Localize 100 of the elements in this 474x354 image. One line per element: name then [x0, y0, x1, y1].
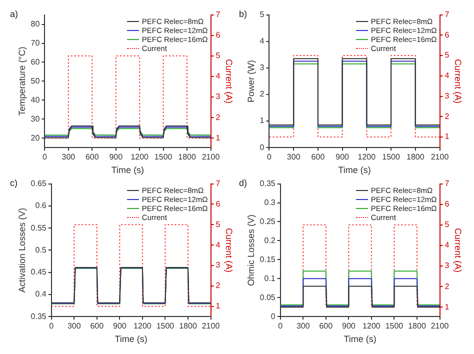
y-tick-label: 0	[270, 312, 276, 321]
y-tick-label: 0.4	[35, 290, 47, 299]
y2-tick-label: 5	[216, 220, 221, 229]
x-tick-label: 1800	[179, 322, 198, 331]
y-tick-label: 2	[260, 90, 265, 99]
x-axis-title: Time (s)	[111, 165, 144, 176]
x-tick-label: 2100	[430, 322, 450, 331]
y-tick-label: 0.3	[264, 198, 276, 207]
y-tick-label: 0.1	[264, 274, 276, 283]
x-tick-label: 900	[112, 322, 127, 331]
y-tick-label: 0.35	[30, 312, 47, 321]
x-tick-label: 1500	[156, 322, 175, 331]
y-tick-label: 20	[30, 133, 40, 142]
text: a)	[10, 8, 18, 19]
y-axis-title: Ohmic Losses (V)	[246, 214, 256, 286]
y-axis-title: Activation Losses (V)	[16, 208, 27, 292]
x-tick-label: 1500	[385, 322, 404, 331]
y-tick-label: 1	[260, 116, 265, 126]
x-tick-label: 0	[278, 322, 284, 331]
x-axis-title: Time (s)	[344, 334, 376, 344]
y-tick-label: 0.25	[260, 216, 276, 226]
x-tick-label: 600	[85, 152, 100, 162]
y-tick-label: 4	[260, 36, 265, 46]
x-tick-label: 1200	[130, 152, 150, 162]
y-tick-label: 0.15	[260, 254, 276, 264]
x-tick-label: 900	[336, 152, 350, 162]
y-tick-label: 60	[30, 57, 40, 66]
y2-tick-label: 5	[444, 50, 450, 60]
y2-tick-label: 1	[444, 302, 450, 312]
y2-axis-title: Current (A)	[453, 228, 464, 272]
x-tick-label: 1500	[382, 152, 400, 162]
x-axis-title: Time (s)	[114, 334, 148, 344]
y2-tick-label: 5	[216, 51, 221, 60]
y-axis-title: Power (W)	[246, 60, 256, 102]
x-tick-label: 300	[296, 322, 310, 331]
y-tick-label: 80	[30, 19, 40, 28]
x-tick-label: 300	[67, 322, 82, 331]
x-tick-label: 1800	[178, 152, 196, 162]
y-tick-label: 0.2	[264, 236, 276, 245]
x-tick-label: 1200	[358, 152, 376, 162]
y2-axis-title: Current (A)	[224, 58, 234, 104]
y2-tick-label: 1	[444, 132, 450, 142]
y-tick-label: 0.05	[260, 292, 276, 302]
y2-tick-label: 3	[216, 260, 221, 270]
y-tick-label: 50	[30, 76, 40, 86]
y2-tick-label: 2	[444, 112, 450, 121]
y2-tick-label: 6	[216, 30, 221, 40]
y2-tick-label: 6	[444, 200, 450, 209]
y2-axis-title: Current (A)	[453, 58, 464, 104]
x-tick-label: 900	[109, 152, 124, 162]
x-tick-label: 1200	[134, 322, 152, 331]
x-tick-label: 900	[342, 322, 356, 331]
y-tick-label: 0.6	[35, 201, 47, 210]
y2-tick-label: 4	[444, 240, 450, 250]
x-tick-label: 600	[311, 152, 326, 162]
x-tick-label: 0	[49, 322, 54, 331]
y2-tick-label: 7	[216, 179, 221, 188]
y2-tick-label: 2	[216, 281, 221, 290]
y2-tick-label: 1	[216, 302, 221, 311]
x-tick-label: 1500	[154, 152, 173, 162]
y2-tick-label: 6	[216, 199, 221, 208]
y2-tick-label: 3	[444, 261, 450, 270]
x-tick-label: 1800	[408, 322, 426, 331]
x-axis-title: Time (s)	[338, 165, 371, 176]
x-tick-label: 2100	[202, 322, 220, 331]
x-tick-label: 2100	[202, 152, 220, 162]
text: b)	[239, 8, 248, 19]
y-tick-label: 70	[30, 38, 40, 48]
y-tick-label: 0.5	[35, 245, 47, 254]
x-tick-label: 300	[286, 152, 301, 162]
y-tick-label: 3	[260, 63, 265, 72]
text: d)	[239, 178, 248, 188]
y2-tick-label: 4	[216, 72, 221, 81]
y2-tick-label: 7	[444, 179, 450, 188]
y-tick-label: 0.45	[30, 268, 47, 277]
y2-axis-title: Current (A)	[224, 228, 234, 272]
x-tick-label: 1800	[406, 152, 425, 162]
y-tick-label: 5	[260, 10, 265, 20]
y2-tick-label: 7	[216, 10, 221, 20]
y-tick-label: 30	[30, 114, 40, 124]
y2-tick-label: 4	[444, 71, 450, 80]
x-tick-label: 1200	[362, 322, 381, 331]
y2-tick-label: 4	[216, 240, 221, 250]
y2-tick-label: 5	[444, 220, 450, 230]
y-axis-title: Temperature (°C)	[16, 46, 27, 116]
y-tick-label: 0.55	[30, 223, 47, 232]
x-tick-label: 600	[319, 322, 334, 331]
y-tick-label: 40	[30, 95, 40, 104]
y2-tick-label: 2	[216, 112, 221, 122]
x-tick-label: 300	[62, 152, 76, 162]
y-tick-label: 0.65	[30, 179, 47, 188]
y2-tick-label: 3	[444, 91, 450, 100]
y2-tick-label: 2	[444, 282, 450, 291]
y2-tick-label: 7	[444, 10, 450, 20]
text: c)	[10, 178, 18, 188]
y2-tick-label: 6	[444, 30, 450, 40]
x-tick-label: 600	[90, 322, 104, 331]
y2-tick-label: 3	[216, 92, 221, 102]
y-tick-label: 0.35	[260, 179, 276, 188]
x-tick-label: 2100	[430, 152, 450, 162]
